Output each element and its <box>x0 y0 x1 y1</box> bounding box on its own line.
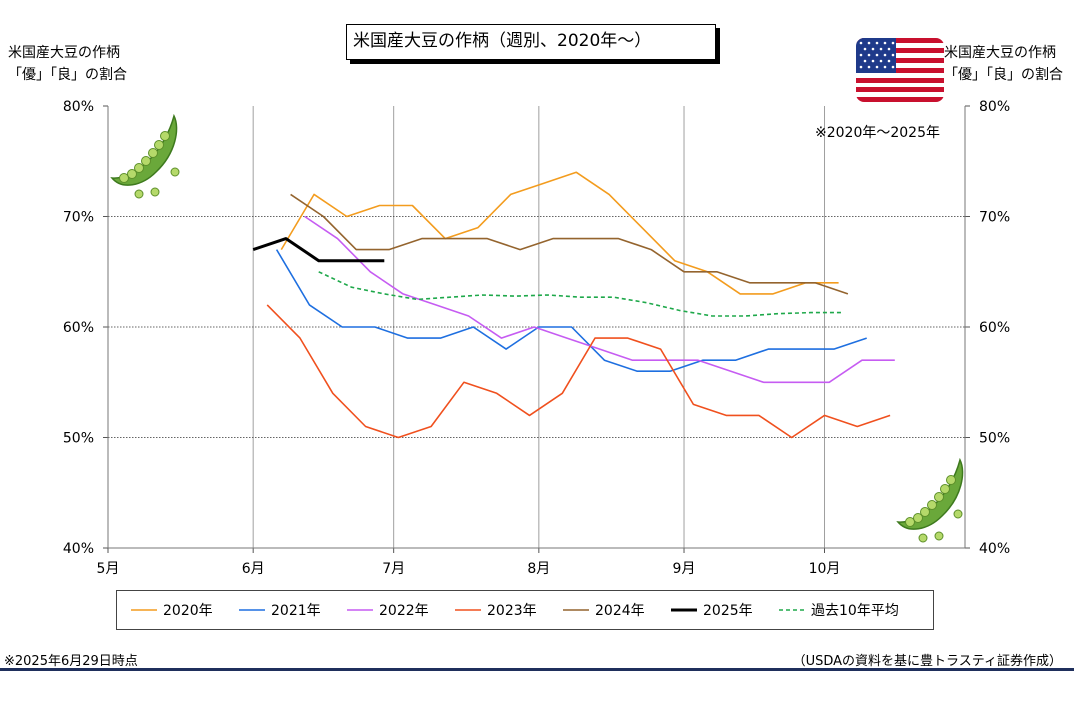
pea-pod-icon <box>110 113 180 199</box>
tick-labels: 5月 6月 7月 8月 9月 10月 40% 40% 50% 50% 60% 60% 70% 70% 80%… <box>63 99 1010 577</box>
x-tick-label: 7月 <box>382 561 405 577</box>
y-tick-label-right: 60% <box>979 320 1010 336</box>
legend-label: 2021年 <box>271 603 321 619</box>
legend-items: 2020年 2021年 2022年 2023年 2024年 2025年 過去10年平均 <box>131 603 899 619</box>
x-tick-label: 8月 <box>527 561 550 577</box>
x-tick-label: 6月 <box>242 561 265 577</box>
series-line-2020年 <box>280 171 839 295</box>
series-lines <box>252 171 895 439</box>
legend-label: 2022年 <box>379 603 429 619</box>
legend-label: 過去10年平均 <box>811 603 899 619</box>
y-tick-label-left: 50% <box>63 431 94 447</box>
y-axis-label-right-line1: 米国産大豆の作柄 <box>944 45 1056 61</box>
y-tick-label-right: 50% <box>979 431 1010 447</box>
legend-label: 2023年 <box>487 603 537 619</box>
legend: 2020年 2021年 2022年 2023年 2024年 2025年 過去10年平均 <box>116 590 934 630</box>
series-line-2025年 <box>252 237 385 263</box>
bottom-rule <box>0 668 1074 671</box>
series-line-2021年 <box>275 249 867 373</box>
x-tick-label: 5月 <box>97 561 120 577</box>
source-credit: （USDAの資料を基に豊トラスティ証券作成） <box>792 654 1062 669</box>
y-tick-label-right: 80% <box>979 99 1010 115</box>
series-line-2023年 <box>266 304 891 439</box>
series-line-過去10年平均 <box>318 271 844 317</box>
series-line-2022年 <box>304 215 895 384</box>
y-axis-label-right: 米国産大豆の作柄 「優」「良」の割合 <box>944 42 1063 86</box>
pea-pod-icon <box>896 457 964 543</box>
y-tick-label-left: 80% <box>63 99 94 115</box>
axes <box>103 105 970 553</box>
legend-label: 2025年 <box>703 603 753 619</box>
y-axis-label-right-line2: 「優」「良」の割合 <box>944 67 1063 83</box>
legend-label: 2024年 <box>595 603 645 619</box>
grid-lines <box>108 106 965 548</box>
y-axis-label-left: 米国産大豆の作柄 「優」「良」の割合 <box>8 42 127 86</box>
y-tick-label-left: 40% <box>63 541 94 557</box>
y-tick-label-right: 40% <box>979 541 1010 557</box>
us-flag-icon <box>856 38 944 102</box>
x-tick-label: 9月 <box>673 561 696 577</box>
legend-label: 2020年 <box>163 603 213 619</box>
series-line-2024年 <box>290 193 849 295</box>
y-axis-label-left-line1: 米国産大豆の作柄 <box>8 45 120 61</box>
y-tick-label-left: 70% <box>63 210 94 226</box>
y-axis-label-left-line2: 「優」「良」の割合 <box>8 67 127 83</box>
y-tick-label-right: 70% <box>979 210 1010 226</box>
y-tick-label-left: 60% <box>63 320 94 336</box>
chart-title: 米国産大豆の作柄（週別、2020年～） <box>346 24 716 60</box>
range-annotation: ※2020年～2025年 <box>815 125 940 141</box>
data-timestamp: ※2025年6月29日時点 <box>4 654 138 669</box>
x-tick-label: 10月 <box>809 561 841 577</box>
